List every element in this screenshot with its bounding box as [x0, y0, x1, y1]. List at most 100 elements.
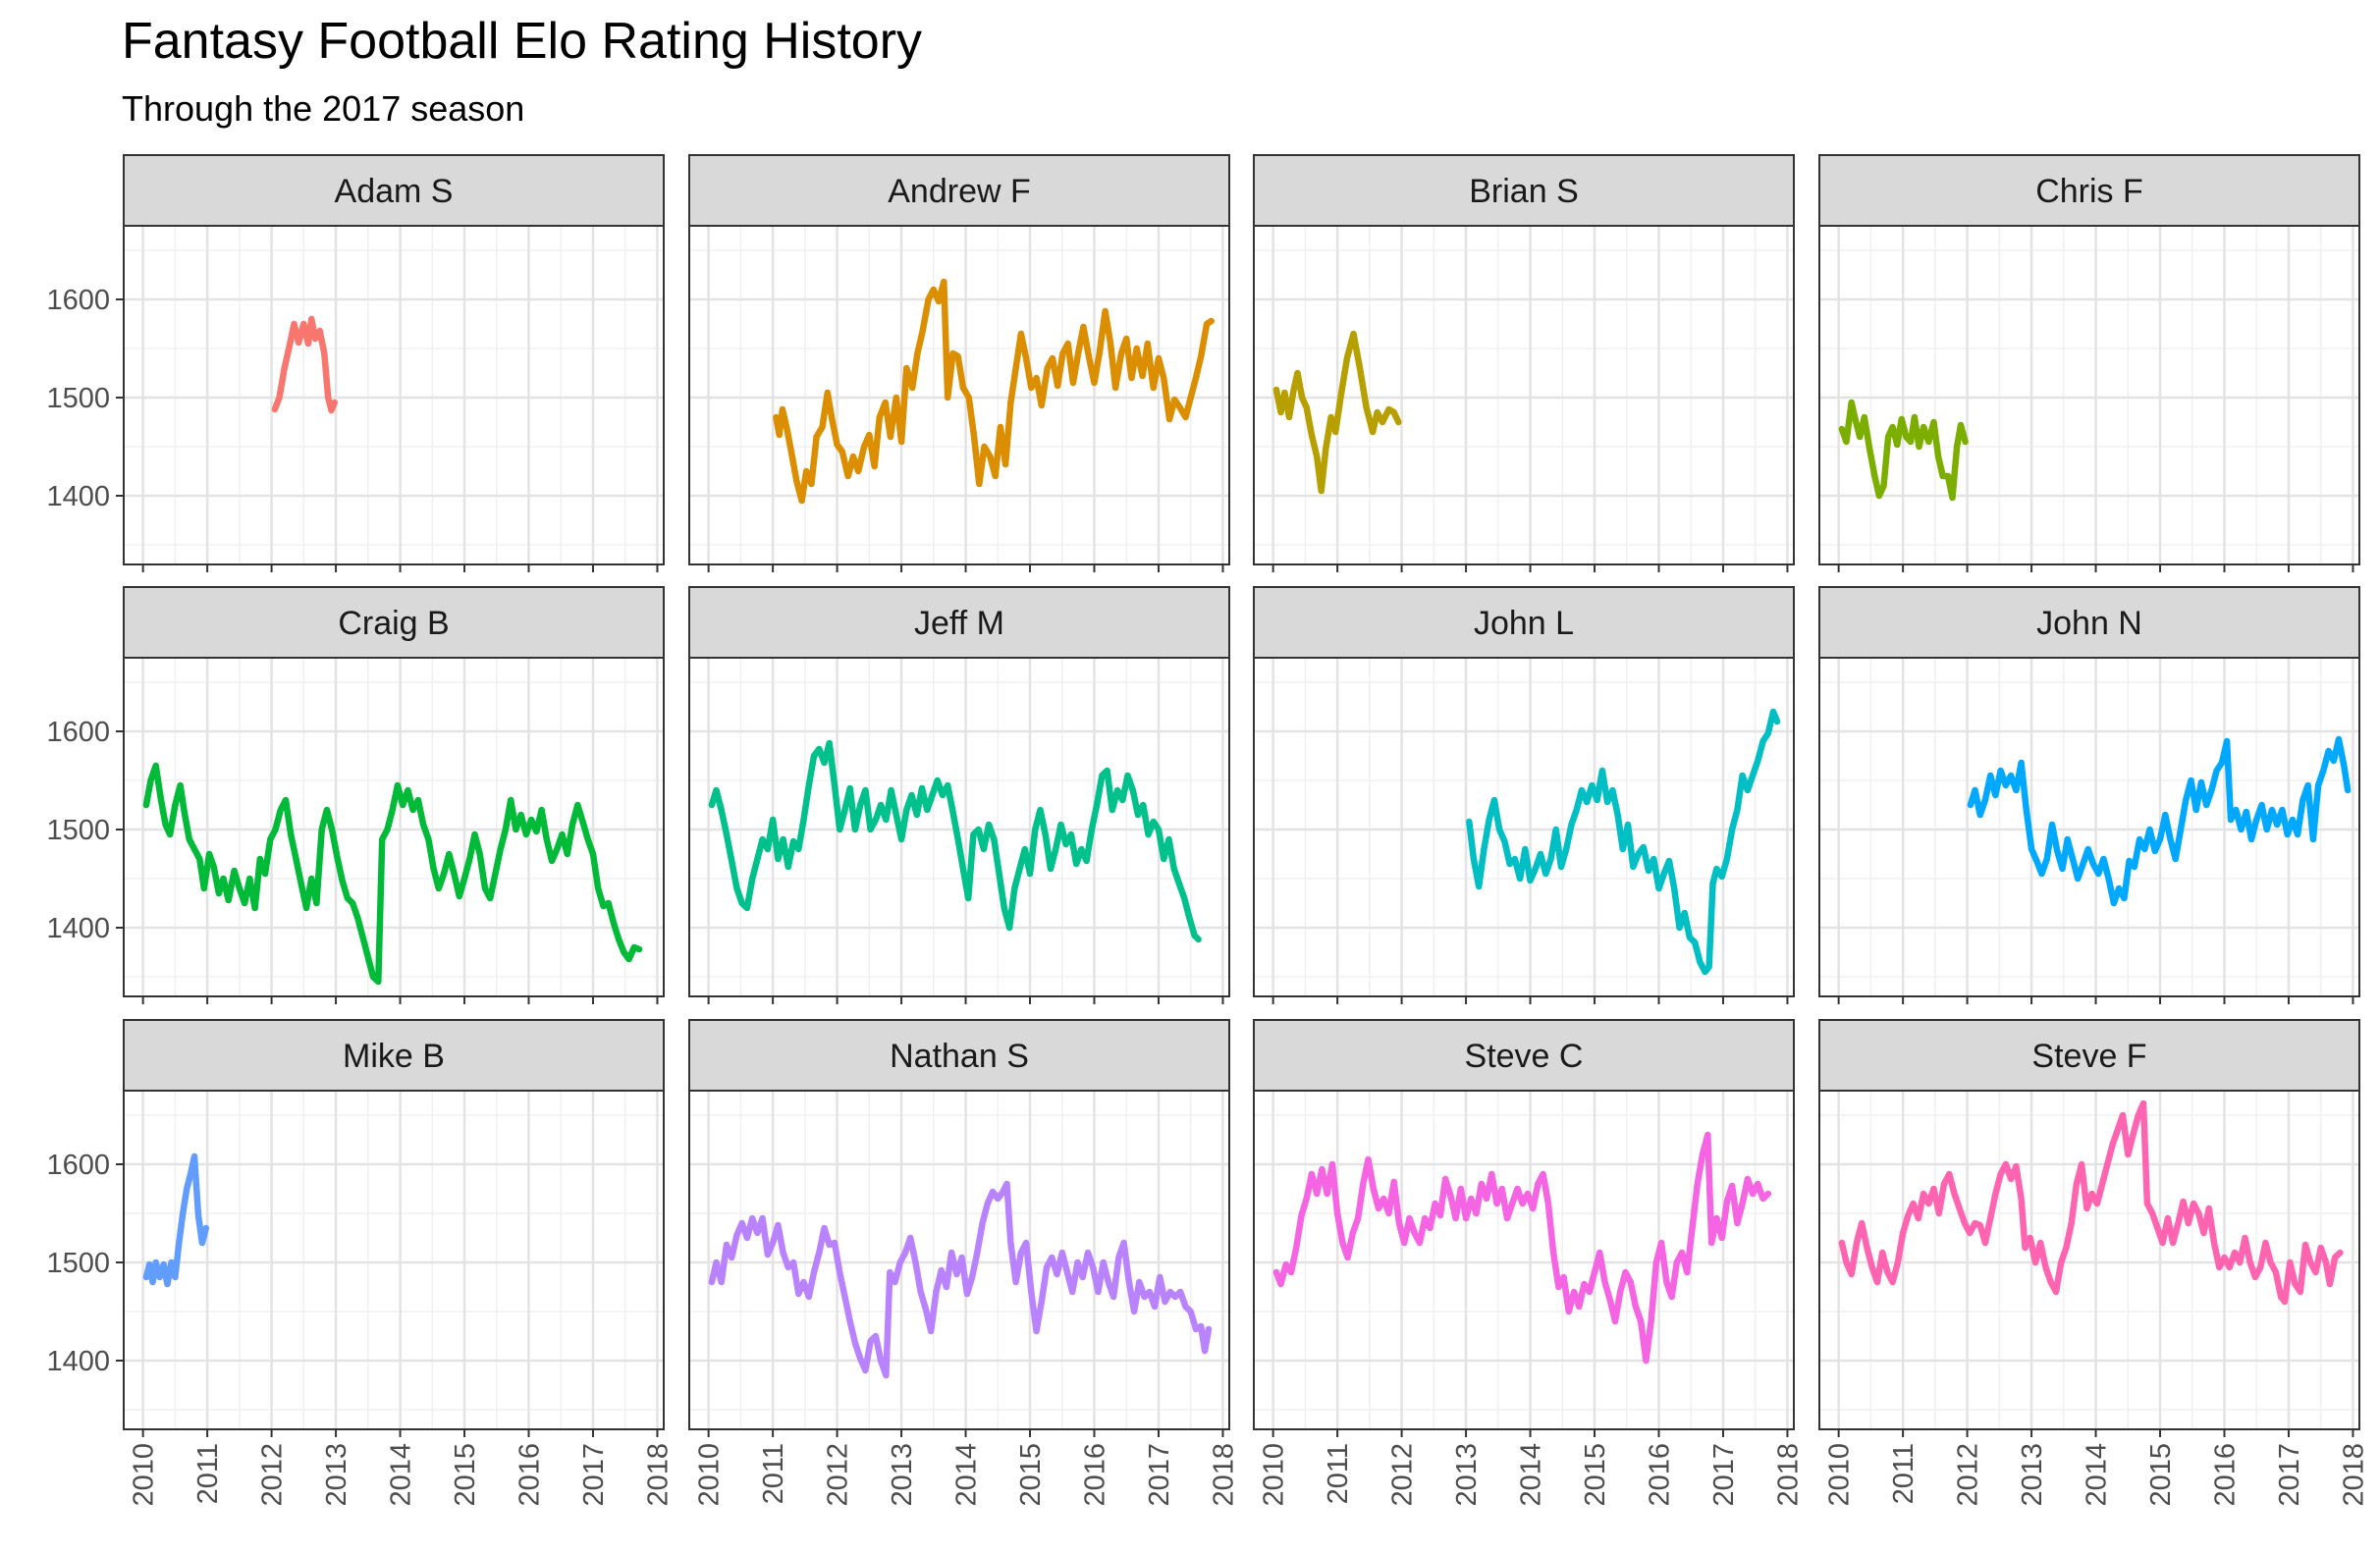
facet-strip-label: John L	[1474, 605, 1574, 642]
x-tick-label: 2016	[2210, 1443, 2242, 1507]
series-line	[142, 762, 643, 986]
x-tick-label: 2017	[1708, 1443, 1740, 1507]
facet-panel: Jeff M	[688, 586, 1230, 1004]
chart-title: Fantasy Football Elo Rating History	[122, 13, 923, 70]
x-tick-label: 2010	[694, 1443, 726, 1507]
x-tick-label: 2015	[1580, 1443, 1611, 1507]
y-tick-label: 1500	[46, 815, 110, 846]
series-line	[773, 278, 1215, 505]
facet-strip-label: Steve F	[2031, 1038, 2146, 1075]
facet-strip	[1818, 586, 2360, 659]
y-tick-label: 1600	[46, 285, 110, 316]
x-tick-label: 2013	[1451, 1443, 1483, 1507]
x-tick-label: 2011	[1323, 1443, 1354, 1504]
x-tick-label: 2011	[192, 1443, 224, 1504]
x-tick-label: 2012	[823, 1443, 854, 1507]
facet-strip-label: Nathan S	[890, 1038, 1029, 1075]
y-tick-label: 1400	[46, 913, 110, 944]
series-line	[1838, 399, 1969, 502]
facet-strip	[1818, 154, 2360, 227]
facet-strip	[1253, 154, 1795, 227]
x-tick-label: 2018	[1208, 1443, 1239, 1507]
facet-strip	[123, 1019, 665, 1092]
x-tick-label: 2016	[1645, 1443, 1676, 1507]
series-line	[708, 1180, 1213, 1379]
facet-panel: Andrew F	[688, 154, 1230, 572]
x-tick-label: 2011	[758, 1443, 789, 1504]
x-tick-label: 2017	[578, 1443, 610, 1507]
panel-background	[1254, 658, 1794, 996]
facet-strip	[688, 154, 1230, 227]
facet-strip-label: Chris F	[2035, 173, 2143, 210]
panel-border	[688, 225, 1230, 565]
x-tick-label: 2015	[2145, 1443, 2177, 1507]
x-tick-label: 2014	[386, 1443, 417, 1507]
x-tick-label: 2014	[2082, 1443, 2113, 1507]
facet-strip	[1253, 586, 1795, 659]
panel-border	[688, 657, 1230, 997]
x-tick-label: 2018	[1772, 1443, 1804, 1507]
facet-strip-label: Mike B	[343, 1038, 445, 1075]
x-tick-label: 2016	[1080, 1443, 1111, 1507]
chart-subtitle: Through the 2017 season	[122, 88, 525, 129]
x-tick-label: 2012	[1953, 1443, 1984, 1507]
x-tick-label: 2017	[1144, 1443, 1175, 1507]
panel-border	[1818, 1090, 2360, 1430]
series-line	[1272, 330, 1402, 495]
x-tick-label: 2013	[2017, 1443, 2048, 1507]
x-tick-label: 2012	[1387, 1443, 1419, 1507]
x-tick-label: 2010	[129, 1443, 160, 1507]
series-line	[1466, 708, 1781, 976]
facet-panel: Adam S 1400 1500 1600	[46, 154, 665, 572]
facet-strip-label: John N	[2036, 605, 2142, 642]
facet-panel: Steve C 2010 2011 2012 2013 2014 2015 2016 2017 2…	[1253, 1019, 1804, 1507]
facet-strip-label: Adam S	[335, 173, 454, 210]
series-line	[1838, 1099, 2344, 1306]
panel-border	[688, 1090, 1230, 1430]
facet-panel: Mike B 1400 1500 1600 2010 2011 2012 2013 2014 20…	[46, 1019, 674, 1507]
y-tick-label: 1400	[46, 481, 110, 512]
y-tick-label: 1600	[46, 1150, 110, 1181]
panel-border	[1818, 657, 2360, 997]
panel-background	[1819, 226, 2359, 564]
series-line	[1272, 1131, 1772, 1365]
x-tick-label: 2015	[450, 1443, 481, 1507]
x-tick-label: 2010	[1259, 1443, 1290, 1507]
facet-panel: John N	[1818, 586, 2360, 1004]
x-tick-label: 2018	[642, 1443, 674, 1507]
panel-border	[1253, 225, 1795, 565]
panel-background	[689, 226, 1229, 564]
x-tick-label: 2014	[951, 1443, 983, 1507]
x-tick-label: 2014	[1516, 1443, 1547, 1507]
y-tick-label: 1600	[46, 717, 110, 748]
series-line	[271, 315, 339, 414]
panel-border	[1253, 1090, 1795, 1430]
facet-panel: Craig B 1400 1500 1600	[46, 586, 665, 1004]
panel-background	[1254, 1091, 1794, 1429]
x-tick-label: 2013	[887, 1443, 918, 1507]
facet-panel: Brian S	[1253, 154, 1795, 572]
y-tick-label: 1500	[46, 383, 110, 414]
panel-border	[123, 1090, 665, 1430]
facet-strip	[688, 1019, 1230, 1092]
x-tick-label: 2011	[1888, 1443, 1920, 1504]
facet-strip-label: Craig B	[338, 605, 449, 642]
facet-panel: Chris F	[1818, 154, 2360, 572]
facet-strip	[123, 586, 665, 659]
panel-background	[124, 226, 664, 564]
panel-background	[1254, 226, 1794, 564]
panel-background	[124, 1091, 664, 1429]
panel-border	[123, 225, 665, 565]
facet-strip-label: Andrew F	[888, 173, 1031, 210]
series-line	[1967, 735, 2352, 907]
x-tick-label: 2018	[2338, 1443, 2369, 1507]
panel-background	[689, 658, 1229, 996]
facet-strip-label: Jeff M	[914, 605, 1004, 642]
panel-border	[123, 657, 665, 997]
series-line	[708, 739, 1202, 943]
facet-strip	[1818, 1019, 2360, 1092]
facet-strip-label: Brian S	[1469, 173, 1579, 210]
x-tick-label: 2013	[321, 1443, 352, 1507]
facet-strip	[688, 586, 1230, 659]
